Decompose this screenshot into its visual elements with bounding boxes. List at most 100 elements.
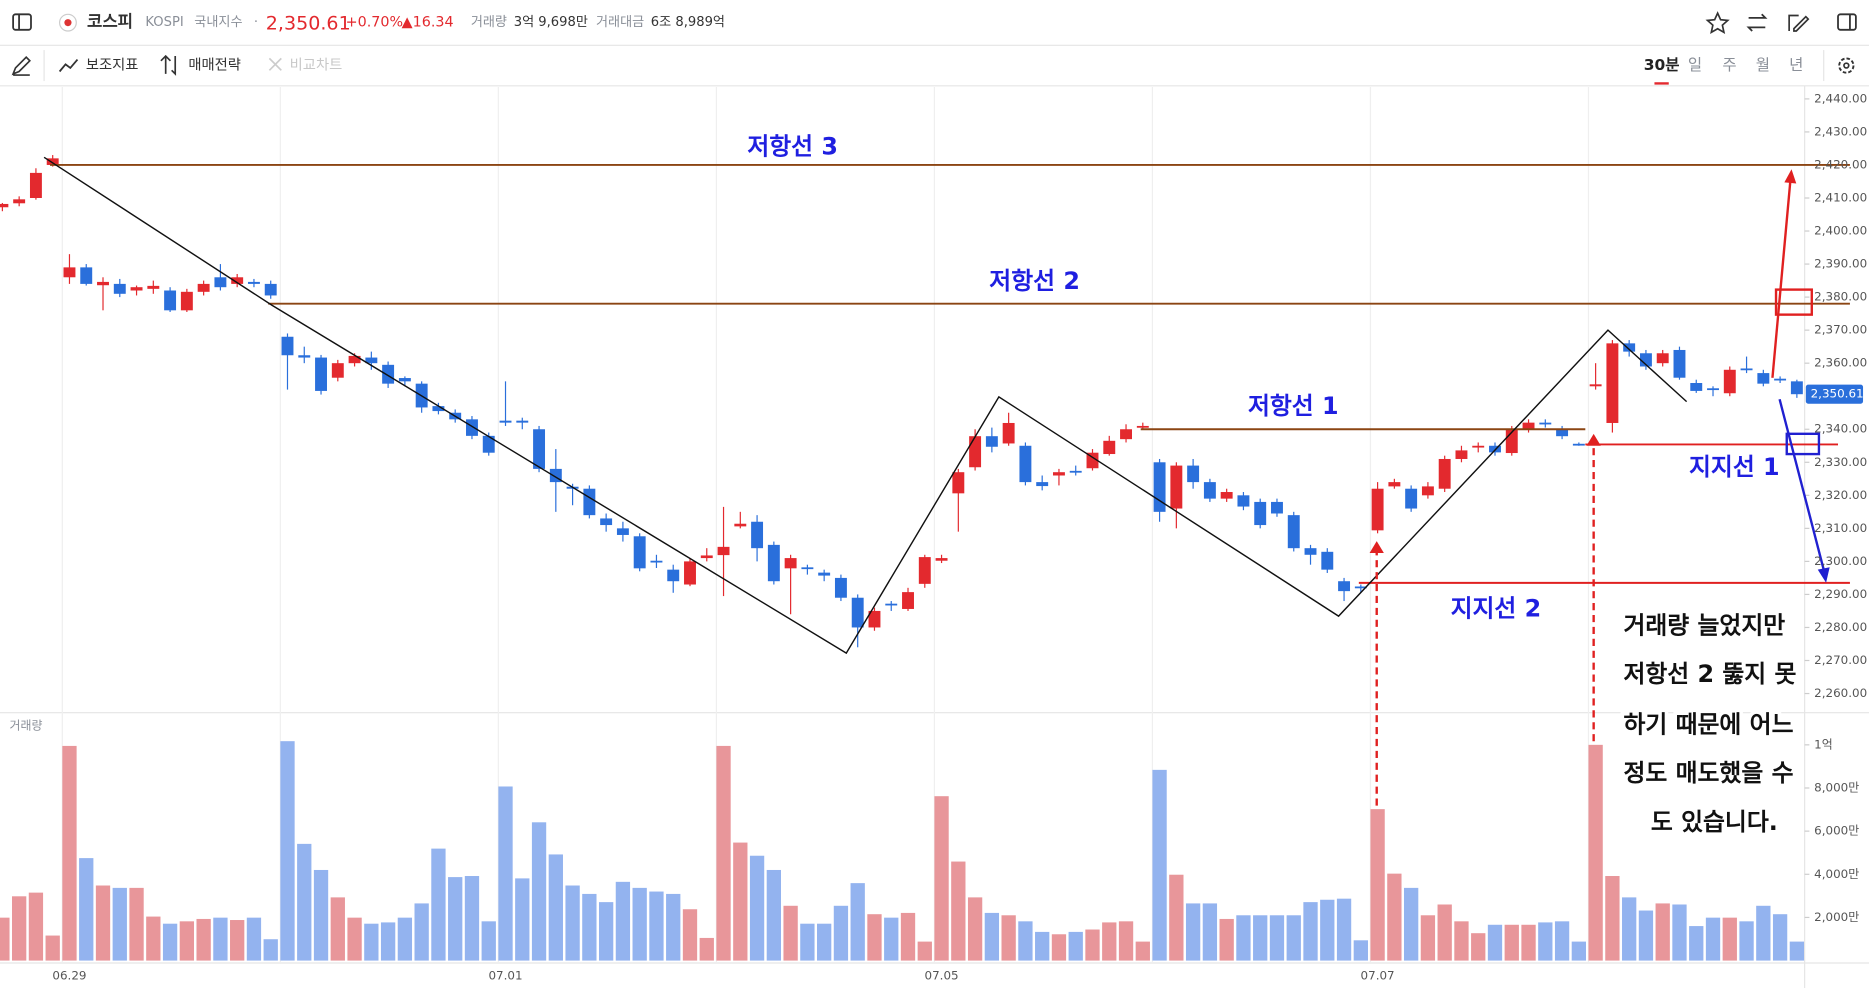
draw-icon[interactable] — [11, 56, 31, 76]
volume-bar — [196, 918, 211, 961]
candle-body — [382, 364, 395, 384]
candle-body — [549, 468, 562, 483]
candle-body — [516, 420, 529, 423]
volume-bar — [1739, 921, 1754, 961]
candle-body — [281, 336, 294, 356]
volume-bar — [531, 822, 547, 961]
y-tick-label: 2,270.00 — [1814, 653, 1867, 667]
candle-body — [1388, 482, 1401, 487]
volume-bar — [833, 905, 849, 961]
volume-bar — [246, 917, 262, 961]
amount-value: 6조 8,989억 — [651, 14, 725, 30]
index-market: 국내지수 — [194, 14, 242, 30]
volume-bar — [1269, 915, 1285, 961]
current-price-label: 2,350.61 — [1811, 387, 1864, 401]
candle-body — [247, 281, 260, 284]
candle-body — [1052, 472, 1065, 476]
y-tick-label: 2,430.00 — [1814, 124, 1867, 138]
y-tick-label: 2,310.00 — [1814, 521, 1867, 535]
volume-bar — [1705, 917, 1721, 961]
candle-body — [1304, 548, 1317, 555]
candle-body — [902, 592, 914, 609]
volume-bar — [179, 921, 195, 961]
candle-body — [214, 277, 227, 288]
favorite-icon[interactable] — [1705, 11, 1730, 34]
volume-bar — [749, 855, 765, 961]
candle-body — [298, 355, 311, 358]
candle-body — [969, 436, 982, 468]
volume-bar — [364, 923, 379, 961]
sidebar-toggle[interactable] — [12, 13, 32, 31]
candle-body — [1069, 470, 1082, 473]
x-tick-label: 07.07 — [1361, 969, 1395, 983]
candle-body — [751, 521, 764, 549]
separator: · — [254, 15, 258, 30]
volume-bar — [515, 878, 530, 961]
candle-body — [1572, 443, 1585, 446]
candle-body — [667, 569, 680, 582]
candle-body — [1421, 486, 1434, 496]
x-tick-label: 07.01 — [488, 969, 522, 983]
arrow-head — [1586, 433, 1601, 446]
candle-body — [80, 267, 93, 284]
note-line: 저항선 2 뚫지 못 — [1623, 660, 1796, 688]
period-tab[interactable]: 30분 — [1644, 56, 1680, 74]
candle-body — [1790, 381, 1803, 395]
volume-bar — [1035, 931, 1050, 961]
volume-bar — [1219, 918, 1234, 961]
period-tab[interactable]: 일 — [1688, 56, 1702, 74]
volume-tick-label: 1억 — [1814, 737, 1833, 751]
indicator-icon[interactable] — [58, 59, 79, 73]
candle-body — [1707, 388, 1719, 391]
volume-bar — [1353, 940, 1368, 961]
candle-body — [499, 420, 512, 423]
candle-body — [918, 557, 931, 584]
volume-bar — [1471, 933, 1486, 961]
volume-bar — [62, 745, 77, 961]
volume-bar — [548, 854, 563, 961]
volume-bar — [313, 869, 329, 961]
candle-body — [1774, 378, 1787, 381]
panel-toggle[interactable] — [1837, 13, 1857, 31]
candle-body — [1455, 450, 1468, 459]
candle-body — [1438, 458, 1451, 489]
volume-bar — [1722, 917, 1737, 961]
volume-bar — [498, 786, 513, 961]
volume-bar — [1018, 921, 1033, 961]
candle-body — [633, 536, 646, 569]
period-tab[interactable]: 월 — [1756, 56, 1770, 74]
y-tick-label: 2,280.00 — [1814, 620, 1867, 634]
volume-bar — [146, 916, 161, 961]
candle-body — [1287, 515, 1300, 549]
toolbar-item[interactable]: 매매전략 — [188, 57, 241, 74]
swap-icon[interactable] — [1746, 13, 1768, 32]
volume-bar — [1538, 922, 1553, 961]
candle-body — [1556, 429, 1569, 437]
strategy-icon[interactable] — [160, 54, 177, 76]
period-tab[interactable]: 년 — [1789, 56, 1803, 74]
price: 2,350.61 — [266, 12, 351, 34]
volume-bar — [817, 923, 832, 961]
index-code: KOSPI — [145, 15, 183, 30]
level-label: 지지선 1 — [1689, 453, 1780, 481]
arrow-head — [1784, 169, 1797, 184]
period-tab[interactable]: 주 — [1722, 56, 1736, 74]
volume-bar — [464, 876, 480, 961]
volume-tick-label: 8,000만 — [1814, 780, 1859, 794]
candle-body — [1589, 384, 1602, 387]
candle-body — [1153, 462, 1166, 512]
volume-bar — [481, 921, 496, 961]
trend-line — [43, 156, 1688, 655]
toolbar-item[interactable]: 보조지표 — [86, 57, 139, 74]
candle-body — [1120, 429, 1132, 440]
candle-body — [1103, 440, 1116, 455]
candle-body — [466, 419, 478, 436]
volume-bar — [1403, 887, 1419, 961]
candle-body — [1271, 501, 1283, 514]
candle-body — [1623, 343, 1636, 352]
volume-bar — [1655, 903, 1670, 961]
y-tick-label: 2,360.00 — [1814, 356, 1867, 370]
edit-icon[interactable] — [1788, 14, 1810, 32]
volume-bar — [213, 917, 228, 961]
y-tick-label: 2,390.00 — [1814, 257, 1867, 271]
